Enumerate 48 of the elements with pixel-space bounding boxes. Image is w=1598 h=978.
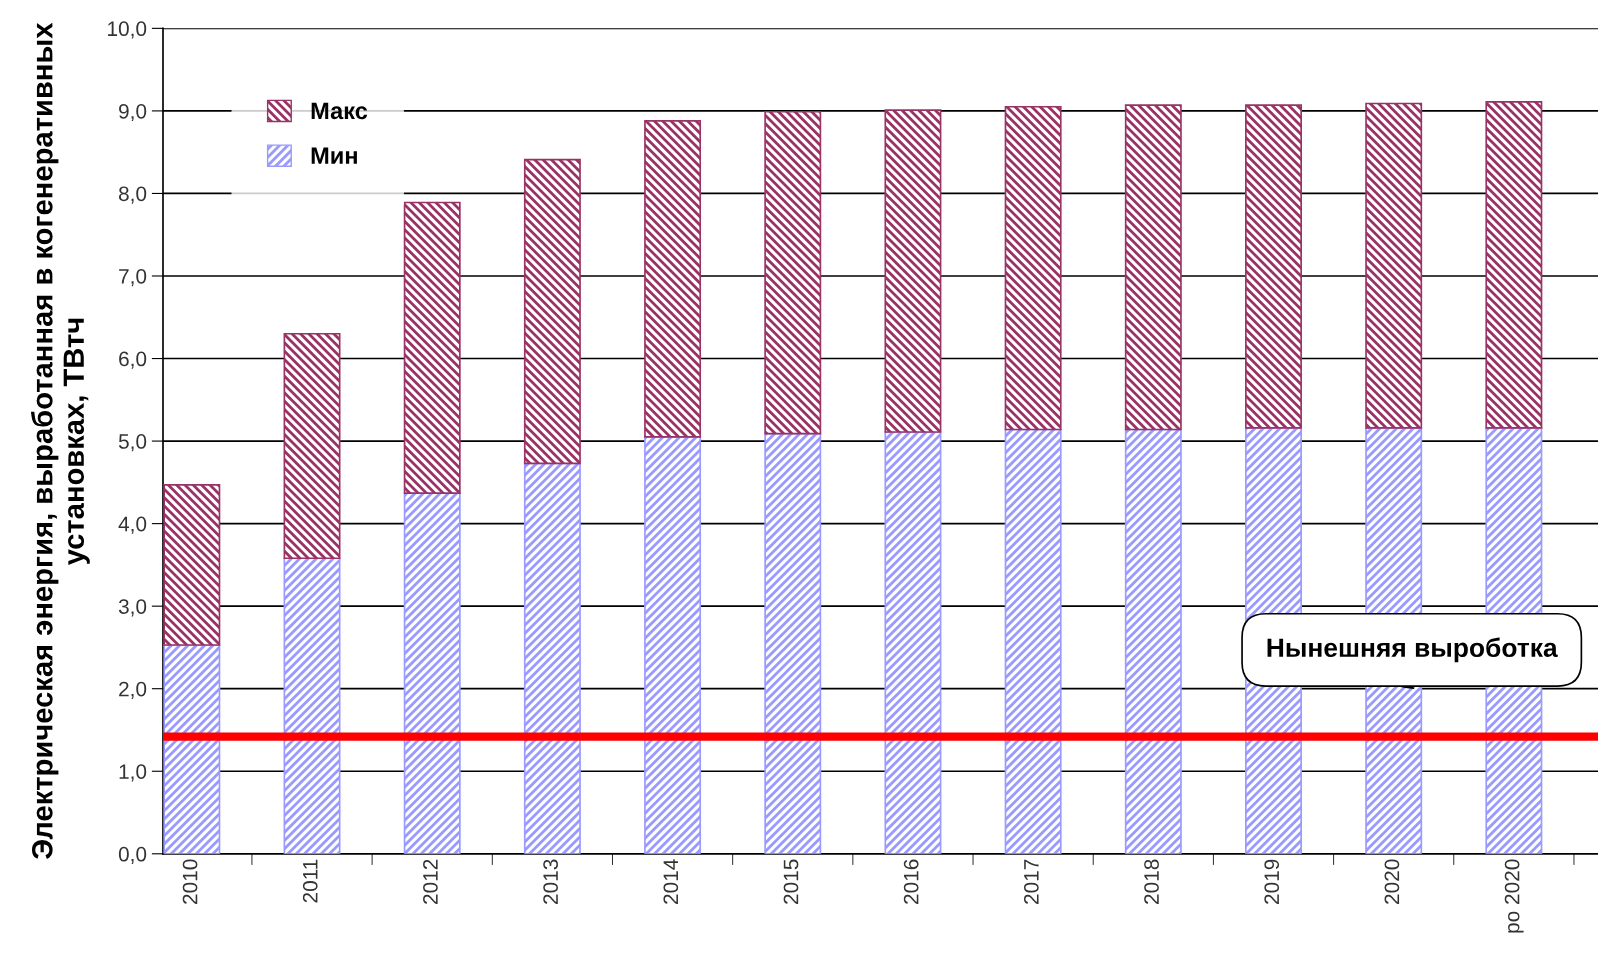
y-tick-label: 0,0	[118, 846, 147, 865]
bar	[403, 201, 461, 494]
bar	[1004, 105, 1062, 431]
bar	[1365, 102, 1423, 429]
y-tick-label: 10,0	[108, 21, 147, 39]
bar	[1004, 428, 1062, 854]
y-tick-label: 6,0	[119, 351, 147, 369]
x-tick-label: 2017	[1023, 859, 1039, 904]
bar	[1124, 428, 1182, 854]
bar	[523, 462, 581, 854]
bar	[283, 557, 341, 854]
y-tick-label: 4,0	[118, 516, 147, 534]
y-tick-label: 9,0	[119, 103, 147, 122]
y-tick-label: 3,0	[118, 599, 147, 617]
x-tick-label: 2012	[423, 859, 438, 904]
x-tick-label: 2014	[663, 859, 679, 904]
x-tick-label: po 2020	[1504, 859, 1524, 933]
y-tick-label: 5,0	[118, 434, 147, 452]
x-tick-label: 2018	[1144, 859, 1159, 904]
y-axis-title: Электрическая энергия, выработанная в когенеративных установках, ТВтч	[30, 22, 90, 859]
bar	[884, 431, 942, 854]
x-tick-label: 2010	[182, 859, 198, 904]
bar	[764, 432, 822, 854]
y-tick-label: 8,0	[118, 186, 147, 204]
bar	[1245, 104, 1302, 429]
bar	[163, 483, 221, 646]
x-tick-label: 2011	[302, 859, 318, 903]
x-tick-label: 2020	[1384, 859, 1400, 904]
bar	[523, 158, 581, 465]
bar	[884, 109, 942, 433]
y-tick-label: 2,0	[119, 681, 147, 699]
y-tick-label: 7,0	[119, 268, 147, 287]
bar	[283, 332, 341, 560]
legend-label: Мин	[311, 147, 357, 164]
legend-label: Макс	[311, 102, 368, 120]
x-tick-label: 2013	[543, 859, 558, 904]
bar	[1124, 104, 1182, 431]
bar	[1485, 100, 1543, 429]
bar	[644, 119, 702, 438]
bar	[403, 492, 461, 854]
x-tick-label: 2016	[903, 859, 919, 904]
bar	[764, 110, 822, 435]
x-tick-label: 2019	[1264, 859, 1280, 904]
bar	[644, 436, 702, 854]
bar	[163, 644, 221, 854]
ref-line-label: Нынешняя выроботка	[1267, 637, 1558, 663]
y-tick-label: 1,0	[119, 764, 147, 782]
x-tick-label: 2015	[783, 859, 799, 904]
